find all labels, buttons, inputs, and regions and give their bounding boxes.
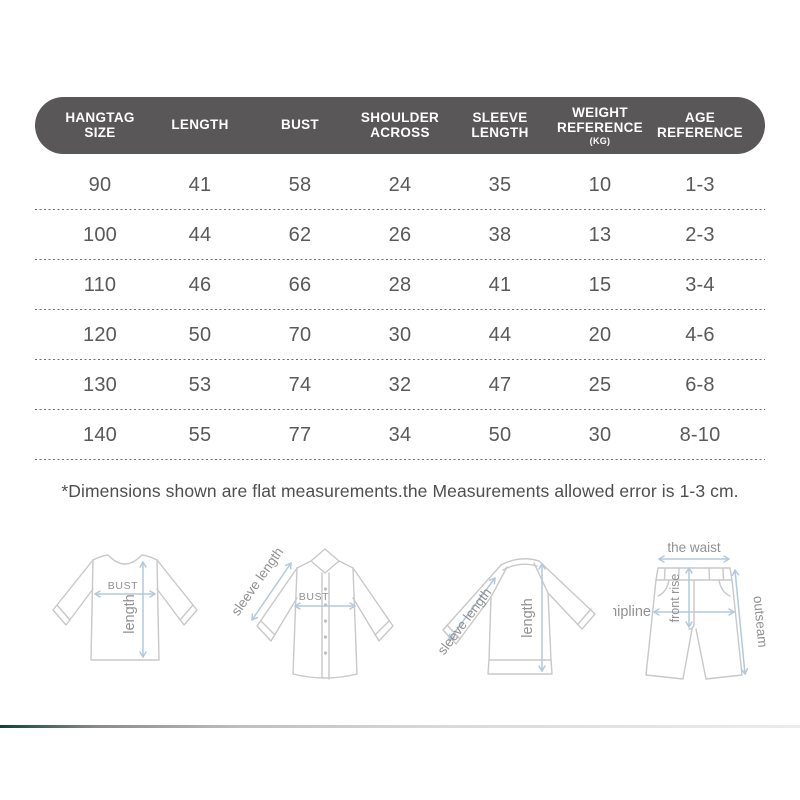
tee-length-label: length [122,594,138,634]
table-cell: 41 [488,273,512,296]
table-cell: 46 [188,273,212,296]
measurement-note: *Dimensions shown are flat measurements.… [61,481,739,501]
table-row: 130 53 74 32 47 25 6-8 [35,360,765,410]
table-cell: 53 [188,373,212,396]
garment-diagrams: BUST length [0,532,800,703]
column-header-bust: BUST [281,117,319,133]
table-cell: 15 [588,273,612,296]
pants-hipline-label: hipline [613,604,651,620]
table-cell: 47 [488,373,512,396]
table-cell: 50 [488,423,512,446]
column-header-sleeve-length: SLEEVE LENGTH [471,109,529,140]
pants-measurement-diagram: the waist hipline front rise outseam [613,540,771,680]
pants-outline [645,567,743,680]
bottom-divider [0,725,800,728]
table-cell: 34 [388,423,412,446]
raglan-length-label: length [520,598,536,638]
table-cell: 70 [288,323,312,346]
shirt-bust-arrow [294,602,356,610]
shirt-outline [256,548,394,680]
shirt-measurement-diagram: sleeve length BUST [233,545,394,680]
column-header-age-reference: AGE REFERENCE [657,109,743,140]
table-cell: 44 [488,323,512,346]
table-row: 100 44 62 26 38 13 2-3 [35,210,765,260]
table-cell: 24 [388,173,412,196]
table-cell: 3-4 [685,273,715,296]
tee-measurement-diagram: BUST length [52,554,198,661]
table-cell: 30 [388,323,412,346]
table-cell: 25 [588,373,612,396]
table-cell: 32 [388,373,412,396]
shirt-bust-label: BUST [299,591,329,603]
table-cell: 30 [588,423,612,446]
table-row: 140 55 77 34 50 30 8-10 [35,410,765,460]
raglan-length-arrow [538,563,546,672]
pants-hipline-arrow [653,608,735,616]
pants-front-rise-arrow [685,567,693,628]
tee-length-arrow [139,561,147,658]
table-cell: 100 [83,223,117,246]
table-cell: 20 [588,323,612,346]
table-cell: 38 [488,223,512,246]
pants-outseam-label: outseam [751,595,771,648]
table-cell: 26 [388,223,412,246]
table-cell: 35 [488,173,512,196]
table-cell: 1-3 [685,173,715,196]
table-cell: 2-3 [685,223,715,246]
table-cell: 55 [188,423,212,446]
tee-bust-label: BUST [108,580,138,592]
raglan-sleeve-length-arrow [448,577,496,641]
table-cell: 140 [83,423,117,446]
table-cell: 6-8 [685,373,715,396]
table-cell: 130 [83,373,117,396]
raglan-sleeve-length-label: sleeve length [434,585,494,658]
column-header-shoulder-across: SHOULDER ACROSS [360,109,440,140]
table-cell: 74 [288,373,312,396]
table-cell: 44 [188,223,212,246]
table-cell: 58 [288,173,312,196]
table-cell: 41 [188,173,212,196]
table-cell: 120 [83,323,117,346]
pants-front-rise-label: front rise [668,574,682,623]
size-table: HANGTAG SIZE LENGTH BUST SHOULDER ACROSS S… [35,97,765,460]
table-cell: 77 [288,423,312,446]
pants-waist-arrow [658,555,730,563]
column-header-hangtag-size: HANGTAG SIZE [65,109,135,140]
table-cell: 13 [588,223,612,246]
tee-bust-arrow [94,590,156,598]
pants-waist-label: the waist [667,540,721,555]
table-cell: 4-6 [685,323,715,346]
table-cell: 28 [388,273,412,296]
raglan-measurement-diagram: sleeve length length [434,558,596,675]
table-row: 110 46 66 28 41 15 3-4 [35,260,765,310]
pants-outseam-arrow [731,569,749,675]
table-cell: 62 [288,223,312,246]
table-body: 90 41 58 24 35 10 1-3 100 44 62 26 38 13… [35,160,765,460]
table-cell: 50 [188,323,212,346]
shirt-sleeve-length-arrow [251,562,292,621]
raglan-outline [442,558,596,675]
column-header-weight-reference: WEIGHT REFERENCE (KG) [557,104,643,147]
table-cell: 90 [88,173,112,196]
table-row: 90 41 58 24 35 10 1-3 [35,160,765,210]
table-cell: 66 [288,273,312,296]
table-cell: 8-10 [679,423,721,446]
column-header-length: LENGTH [171,117,229,133]
table-cell: 10 [588,173,612,196]
table-row: 120 50 70 30 44 20 4-6 [35,310,765,360]
table-header-row: HANGTAG SIZE LENGTH BUST SHOULDER ACROSS S… [35,97,765,154]
table-cell: 110 [83,273,117,296]
tee-outline [52,554,198,661]
